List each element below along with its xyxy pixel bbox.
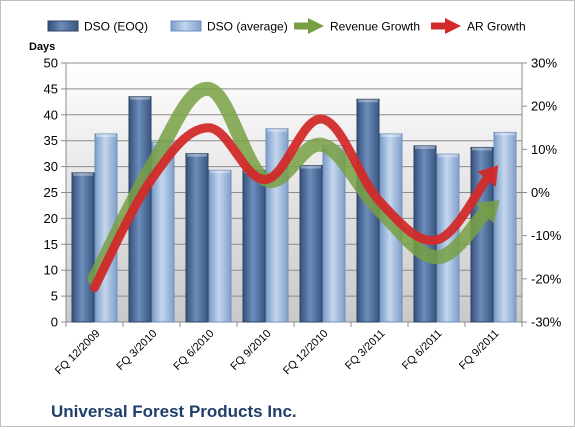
y2-tick-label: 10% [531,142,557,157]
growth-lines [87,81,500,292]
y2-tick-label: 30% [531,56,557,71]
bar-cap [472,147,492,151]
bar-cap [381,133,401,137]
y-tick-label: 45 [44,81,58,96]
y2-axis-ticks: -30% -20% -10% 0% 10% 20% 30% [522,56,562,330]
legend-swatch-dso-average [170,20,202,32]
bar-dso-eoq [299,165,323,323]
bar-cap [96,133,116,137]
y-tick-label: 40 [44,107,58,122]
x-tick-label: FQ 12/2010 [281,328,331,378]
bar-cap [358,99,378,103]
bar-cap [210,170,230,174]
y2-tick-label: -10% [531,228,562,243]
legend-label-dso-average: DSO (average) [207,20,288,34]
legend: DSO (EOQ) DSO (average) Revenue Growth AR G… [47,18,526,34]
y-tick-label: 35 [44,133,58,148]
y-tick-label: 0 [51,315,58,330]
legend-swatch-arrow-ar-growth [445,18,461,34]
x-tick-label: FQ 12/2009 [53,328,103,378]
bar-dso-eoq [242,169,266,323]
y2-tick-label: -30% [531,315,562,330]
x-tick-label: FQ 6/2010 [171,328,216,373]
y-tick-label: 25 [44,185,58,200]
bar-cap [187,153,207,157]
legend-label-revenue-growth: Revenue Growth [330,20,420,34]
bar-dso-average [493,131,517,323]
y-tick-label: 15 [44,237,58,252]
bar-cap [301,165,321,169]
bar-dso-eoq [185,153,209,323]
y-tick-label: 10 [44,263,58,278]
x-tick-label: FQ 3/2011 [343,328,388,373]
x-tick-label: FQ 3/2010 [114,328,159,373]
bar-cap [130,96,150,100]
bar-dso-eoq [71,172,95,323]
y-tick-label: 30 [44,159,58,174]
chart-title: Universal Forest Products Inc. [51,402,297,421]
legend-swatch-dso-eoq [47,20,79,32]
y-axis-title: Days [29,41,55,53]
x-tick-label: FQ 9/2011 [457,328,502,373]
legend-label-dso-eoq: DSO (EOQ) [84,20,148,34]
x-axis-ticks: FQ 12/2009 FQ 3/2010 FQ 6/2010 FQ 9/2010 FQ … [53,322,523,378]
line-ar-growth [90,114,492,292]
y2-tick-label: -20% [531,271,562,286]
x-tick-label: FQ 9/2010 [228,328,273,373]
bar-dso-average [322,144,346,323]
arrowhead-ar-growth [477,165,499,187]
y-axis-ticks: 0 5 10 15 20 25 30 35 40 45 50 [44,56,66,330]
bar-cap [415,145,435,149]
legend-label-ar-growth: AR Growth [467,20,526,34]
bar-cap [267,128,287,132]
bar-cap [73,172,93,176]
y2-tick-label: 20% [531,99,557,114]
bar-cap [438,154,458,158]
y-tick-label: 5 [51,289,58,304]
legend-swatch-arrow-revenue-growth [308,18,324,34]
y-tick-label: 20 [44,211,58,226]
y2-tick-label: 0% [531,185,550,200]
y-tick-label: 50 [44,56,58,71]
bar-dso-average [208,169,232,323]
arrowhead-revenue-growth [475,200,500,224]
x-tick-label: FQ 6/2011 [400,328,445,373]
bar-cap [495,132,515,136]
